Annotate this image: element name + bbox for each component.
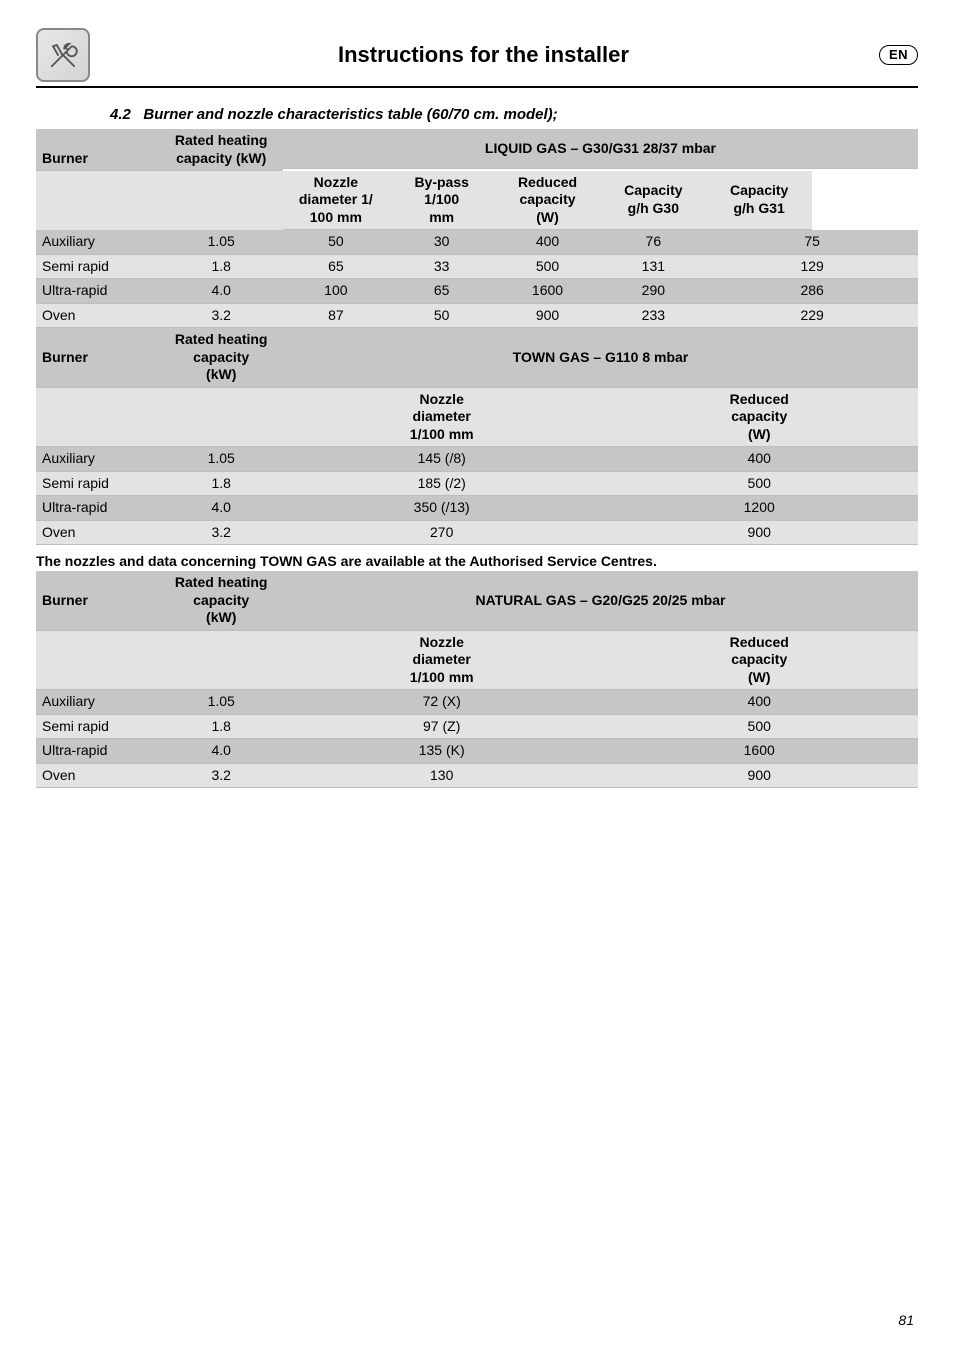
page-header: Instructions for the installer EN xyxy=(36,28,918,88)
col-reduced: Reducedcapacity(W) xyxy=(495,171,601,230)
page-title: Instructions for the installer xyxy=(108,42,879,68)
tools-icon xyxy=(36,28,90,82)
col-burner: Burner xyxy=(36,328,159,387)
language-badge: EN xyxy=(879,45,918,65)
col-nozzle: Nozzlediameter 1/100 mm xyxy=(283,171,389,230)
col-reduced: Reducedcapacity(W) xyxy=(600,630,918,690)
table-row: Auxiliary 1.05 50 30 400 76 75 xyxy=(36,230,918,255)
col-rated-kw: Rated heatingcapacity(kW) xyxy=(159,571,282,630)
table-row: Oven 3.2 270 900 xyxy=(36,520,918,545)
table-row: Semi rapid 1.8 65 33 500 131 129 xyxy=(36,254,918,279)
col-burner: Burner xyxy=(36,571,159,630)
table-row: Semi rapid 1.8 97 (Z) 500 xyxy=(36,714,918,739)
col-nozzle: Nozzlediameter1/100 mm xyxy=(283,630,601,690)
table-row: Oven 3.2 87 50 900 233 229 xyxy=(36,303,918,328)
col-nozzle: Nozzlediameter1/100 mm xyxy=(283,387,601,447)
table-row: Ultra-rapid 4.0 135 (K) 1600 xyxy=(36,739,918,764)
col-g30: Capacityg/h G30 xyxy=(600,171,706,230)
col-rated-kw: Rated heatingcapacity(kW) xyxy=(159,328,282,387)
table-row: Oven 3.2 130 900 xyxy=(36,763,918,788)
page-number: 81 xyxy=(898,1312,914,1328)
town-gas-heading: TOWN GAS – G110 8 mbar xyxy=(283,328,918,387)
col-burner: Burner xyxy=(36,129,159,171)
natural-gas-table: Burner Rated heatingcapacity(kW) NATURAL… xyxy=(36,571,918,788)
col-reduced: Reducedcapacity(W) xyxy=(600,387,918,447)
section-title: Burner and nozzle characteristics table … xyxy=(143,106,557,123)
col-g31: Capacityg/h G31 xyxy=(706,171,812,230)
town-gas-note: The nozzles and data concerning TOWN GAS… xyxy=(36,553,918,569)
table-row: Ultra-rapid 4.0 100 65 1600 290 286 xyxy=(36,279,918,304)
liquid-gas-heading: LIQUID GAS – G30/G31 28/37 mbar xyxy=(283,129,918,169)
liquid-gas-table: Burner Rated heatingcapacity (kW) LIQUID… xyxy=(36,129,918,328)
table-row: Ultra-rapid 4.0 350 (/13) 1200 xyxy=(36,496,918,521)
section-heading: 4.2 Burner and nozzle characteristics ta… xyxy=(110,106,918,123)
section-number: 4.2 xyxy=(110,106,131,123)
table-row: Auxiliary 1.05 72 (X) 400 xyxy=(36,690,918,715)
col-bypass: By-pass1/100mm xyxy=(389,171,495,230)
col-rated-kw: Rated heatingcapacity (kW) xyxy=(159,129,282,171)
table-row: Auxiliary 1.05 145 (/8) 400 xyxy=(36,447,918,472)
town-gas-table: Burner Rated heatingcapacity(kW) TOWN GA… xyxy=(36,328,918,545)
natural-gas-heading: NATURAL GAS – G20/G25 20/25 mbar xyxy=(283,571,918,630)
table-row: Semi rapid 1.8 185 (/2) 500 xyxy=(36,471,918,496)
